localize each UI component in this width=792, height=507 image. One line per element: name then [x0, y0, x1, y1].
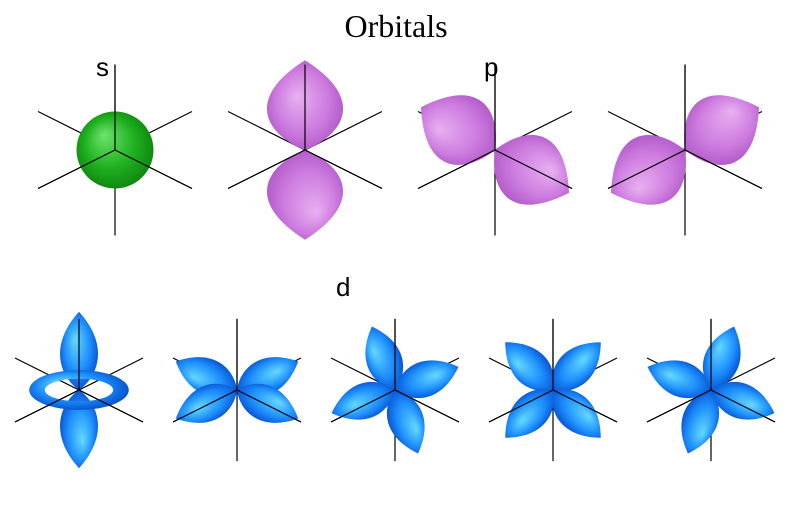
- orbital-d_yz_like: [474, 290, 632, 490]
- orbital-d_xy_like: [158, 290, 316, 490]
- orbital-d_x2y2_like: [632, 290, 790, 490]
- orbital-s: [20, 50, 210, 250]
- orbital-p_x: [590, 50, 780, 250]
- orbital-p_z: [210, 50, 400, 250]
- orbital-p_y: [400, 50, 590, 250]
- orbital-d_z2: [0, 290, 158, 490]
- orbital-d_xz_like: [316, 290, 474, 490]
- page-title: Orbitals: [0, 0, 792, 45]
